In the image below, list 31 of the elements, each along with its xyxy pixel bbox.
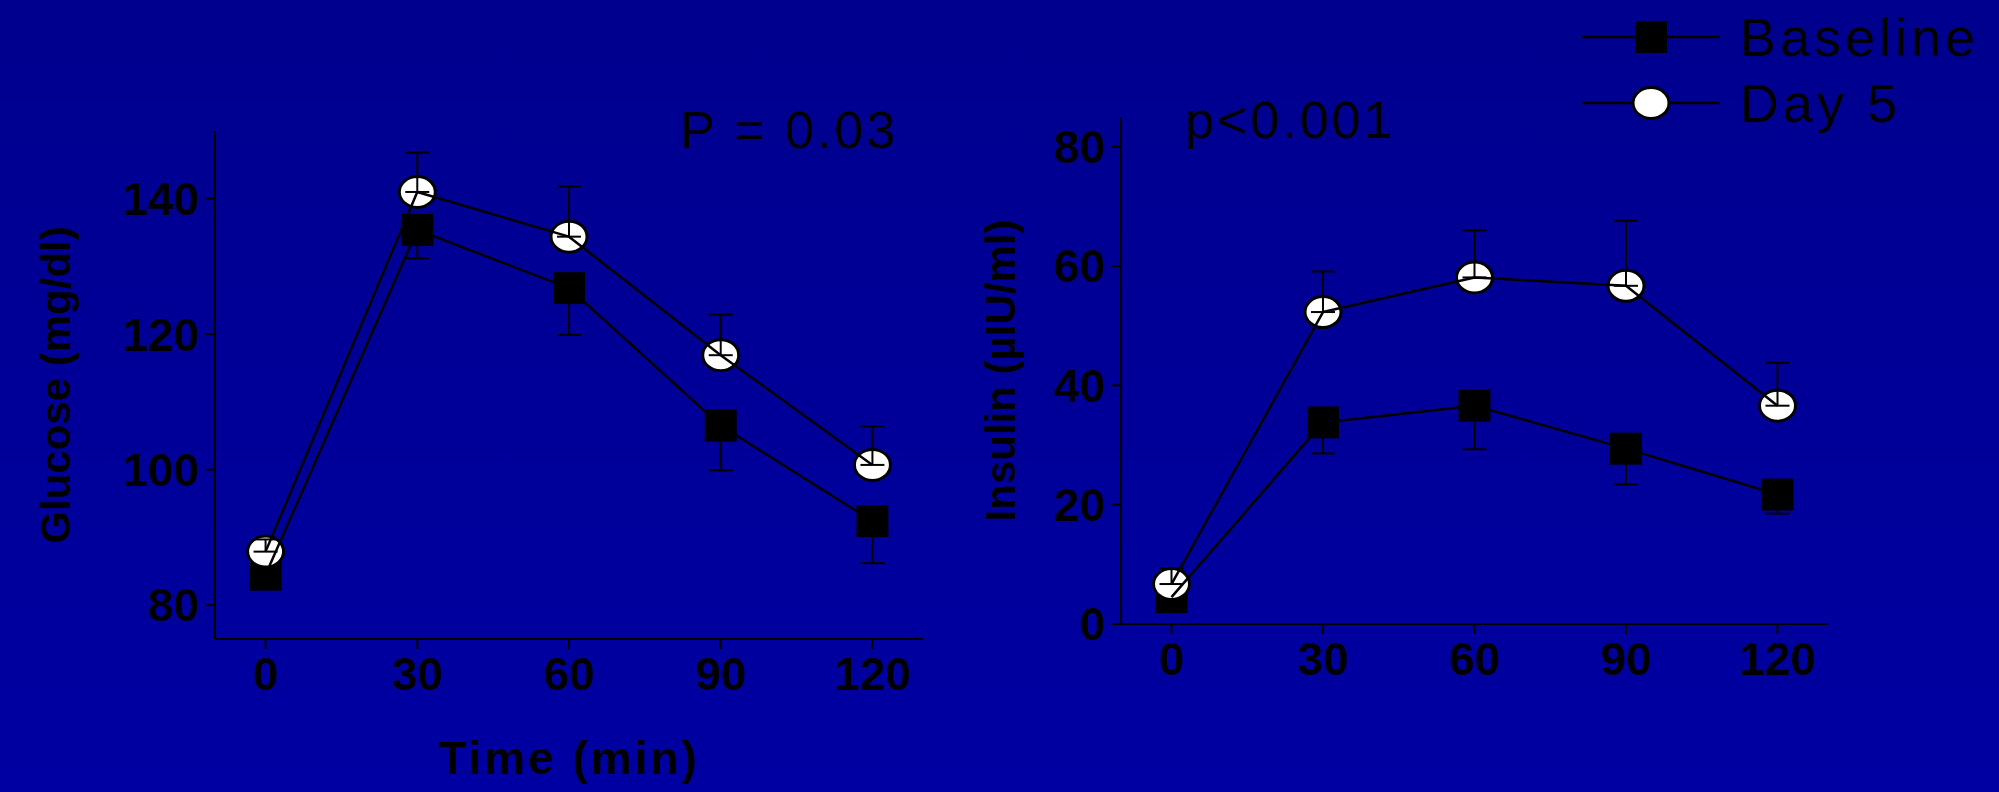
y-tick-label: 40	[1053, 359, 1105, 412]
x-tick-label: 120	[834, 647, 911, 700]
point	[1458, 389, 1491, 422]
y-axis-title: Glucose (mg/dl)	[31, 226, 79, 544]
x-tick-label: 30	[391, 647, 443, 700]
x-tick-label: 90	[1600, 632, 1652, 685]
y-tick-label: 140	[122, 173, 199, 226]
y-tick-label: 60	[1053, 240, 1105, 293]
x-tick-label: 90	[695, 647, 747, 700]
x-tick-label: 0	[1158, 632, 1185, 685]
point	[1307, 406, 1339, 439]
point	[1761, 478, 1794, 511]
annotation: P = 0.03	[680, 100, 899, 160]
legend-label: Day 5	[1739, 72, 1901, 134]
y-axis-title: Insulin (µIU/ml)	[976, 219, 1024, 522]
y-tick-label: 20	[1053, 479, 1105, 532]
y-tick-label: 100	[122, 444, 199, 496]
point	[1610, 432, 1642, 465]
x-tick-label: 0	[252, 647, 279, 700]
y-tick-label: 120	[122, 308, 199, 361]
x-axis-title: Time (min)	[438, 732, 700, 784]
legend-label: Baseline	[1739, 6, 1979, 68]
y-tick-label: 80	[147, 579, 199, 632]
x-tick-label: 60	[1448, 632, 1501, 685]
annotation: p<0.001	[1185, 90, 1396, 150]
x-tick-label: 30	[1297, 632, 1349, 685]
point	[856, 505, 889, 538]
x-tick-label: 120	[1739, 632, 1816, 685]
y-tick-label: 0	[1079, 598, 1105, 651]
x-tick-label: 60	[543, 647, 595, 700]
y-tick-label: 80	[1053, 121, 1105, 174]
